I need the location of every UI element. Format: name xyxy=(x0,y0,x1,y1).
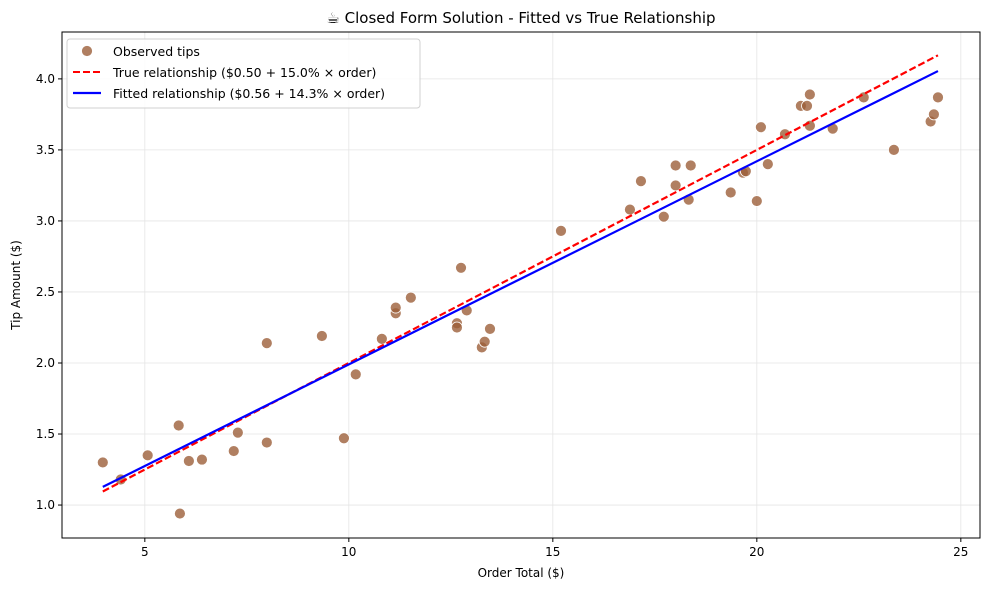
fitted-relationship-line xyxy=(102,70,939,488)
data-point xyxy=(174,507,186,520)
data-point xyxy=(657,210,670,223)
data-point xyxy=(455,261,467,274)
y-tick-label: 2.0 xyxy=(36,356,55,370)
data-point xyxy=(141,449,154,462)
chart-title: ☕ Closed Form Solution - Fitted vs True … xyxy=(326,9,715,27)
data-point xyxy=(231,426,244,439)
regression-lines xyxy=(102,54,939,493)
legend-label-fitted: Fitted relationship ($0.56 + 14.3% × ord… xyxy=(113,86,385,101)
data-point xyxy=(724,186,737,199)
y-tick-label: 2.5 xyxy=(36,285,55,299)
x-tick-label: 10 xyxy=(341,545,356,559)
data-point xyxy=(349,368,362,381)
data-point xyxy=(182,455,195,467)
y-tick-label: 1.0 xyxy=(36,498,55,512)
data-point xyxy=(624,203,636,216)
data-point xyxy=(669,179,682,192)
x-tick-label: 25 xyxy=(953,545,968,559)
data-point xyxy=(684,159,697,172)
data-point xyxy=(451,321,463,334)
plot-frame xyxy=(61,31,981,539)
data-point xyxy=(888,144,900,156)
data-point xyxy=(669,159,682,172)
data-point xyxy=(803,88,816,101)
axis-ticks: 5 10 15 20 25 1.0 1.5 2.0 2.5 3.0 3.5 4.0 xyxy=(36,72,969,559)
y-tick-label: 3.5 xyxy=(36,143,55,157)
data-point xyxy=(484,322,496,335)
data-point xyxy=(260,337,273,350)
data-point xyxy=(196,453,208,466)
x-axis-label: Order Total ($) xyxy=(478,566,565,580)
data-point xyxy=(375,332,388,345)
data-point xyxy=(96,456,109,469)
x-tick-label: 5 xyxy=(141,545,149,559)
x-tick-label: 20 xyxy=(749,545,764,559)
legend: Observed tips True relationship ($0.50 +… xyxy=(66,38,421,109)
data-point xyxy=(932,91,944,104)
legend-box xyxy=(66,38,421,109)
data-point xyxy=(389,301,402,314)
data-point xyxy=(803,119,816,132)
y-axis-label: Tip Amount ($) xyxy=(9,240,23,331)
legend-label-true: True relationship ($0.50 + 15.0% × order… xyxy=(112,65,376,80)
data-point xyxy=(172,419,185,432)
x-tick-label: 15 xyxy=(545,545,560,559)
data-point xyxy=(755,121,767,134)
data-point xyxy=(227,445,240,457)
data-point xyxy=(315,330,328,342)
y-tick-label: 4.0 xyxy=(36,72,55,86)
data-point xyxy=(750,195,763,207)
y-tick-label: 1.5 xyxy=(36,427,55,441)
data-point xyxy=(857,91,870,104)
data-point xyxy=(801,99,813,112)
legend-label-observed: Observed tips xyxy=(113,44,200,59)
legend-marker-observed xyxy=(81,45,93,57)
data-point xyxy=(635,175,647,188)
data-point xyxy=(338,432,350,445)
data-point xyxy=(927,108,940,121)
scatter-points xyxy=(96,88,944,520)
y-tick-label: 3.0 xyxy=(36,214,55,228)
data-point xyxy=(260,436,273,449)
true-relationship-line xyxy=(102,54,939,493)
data-point xyxy=(478,335,491,348)
data-point xyxy=(761,158,774,171)
data-point xyxy=(555,224,567,237)
data-point xyxy=(404,291,417,304)
